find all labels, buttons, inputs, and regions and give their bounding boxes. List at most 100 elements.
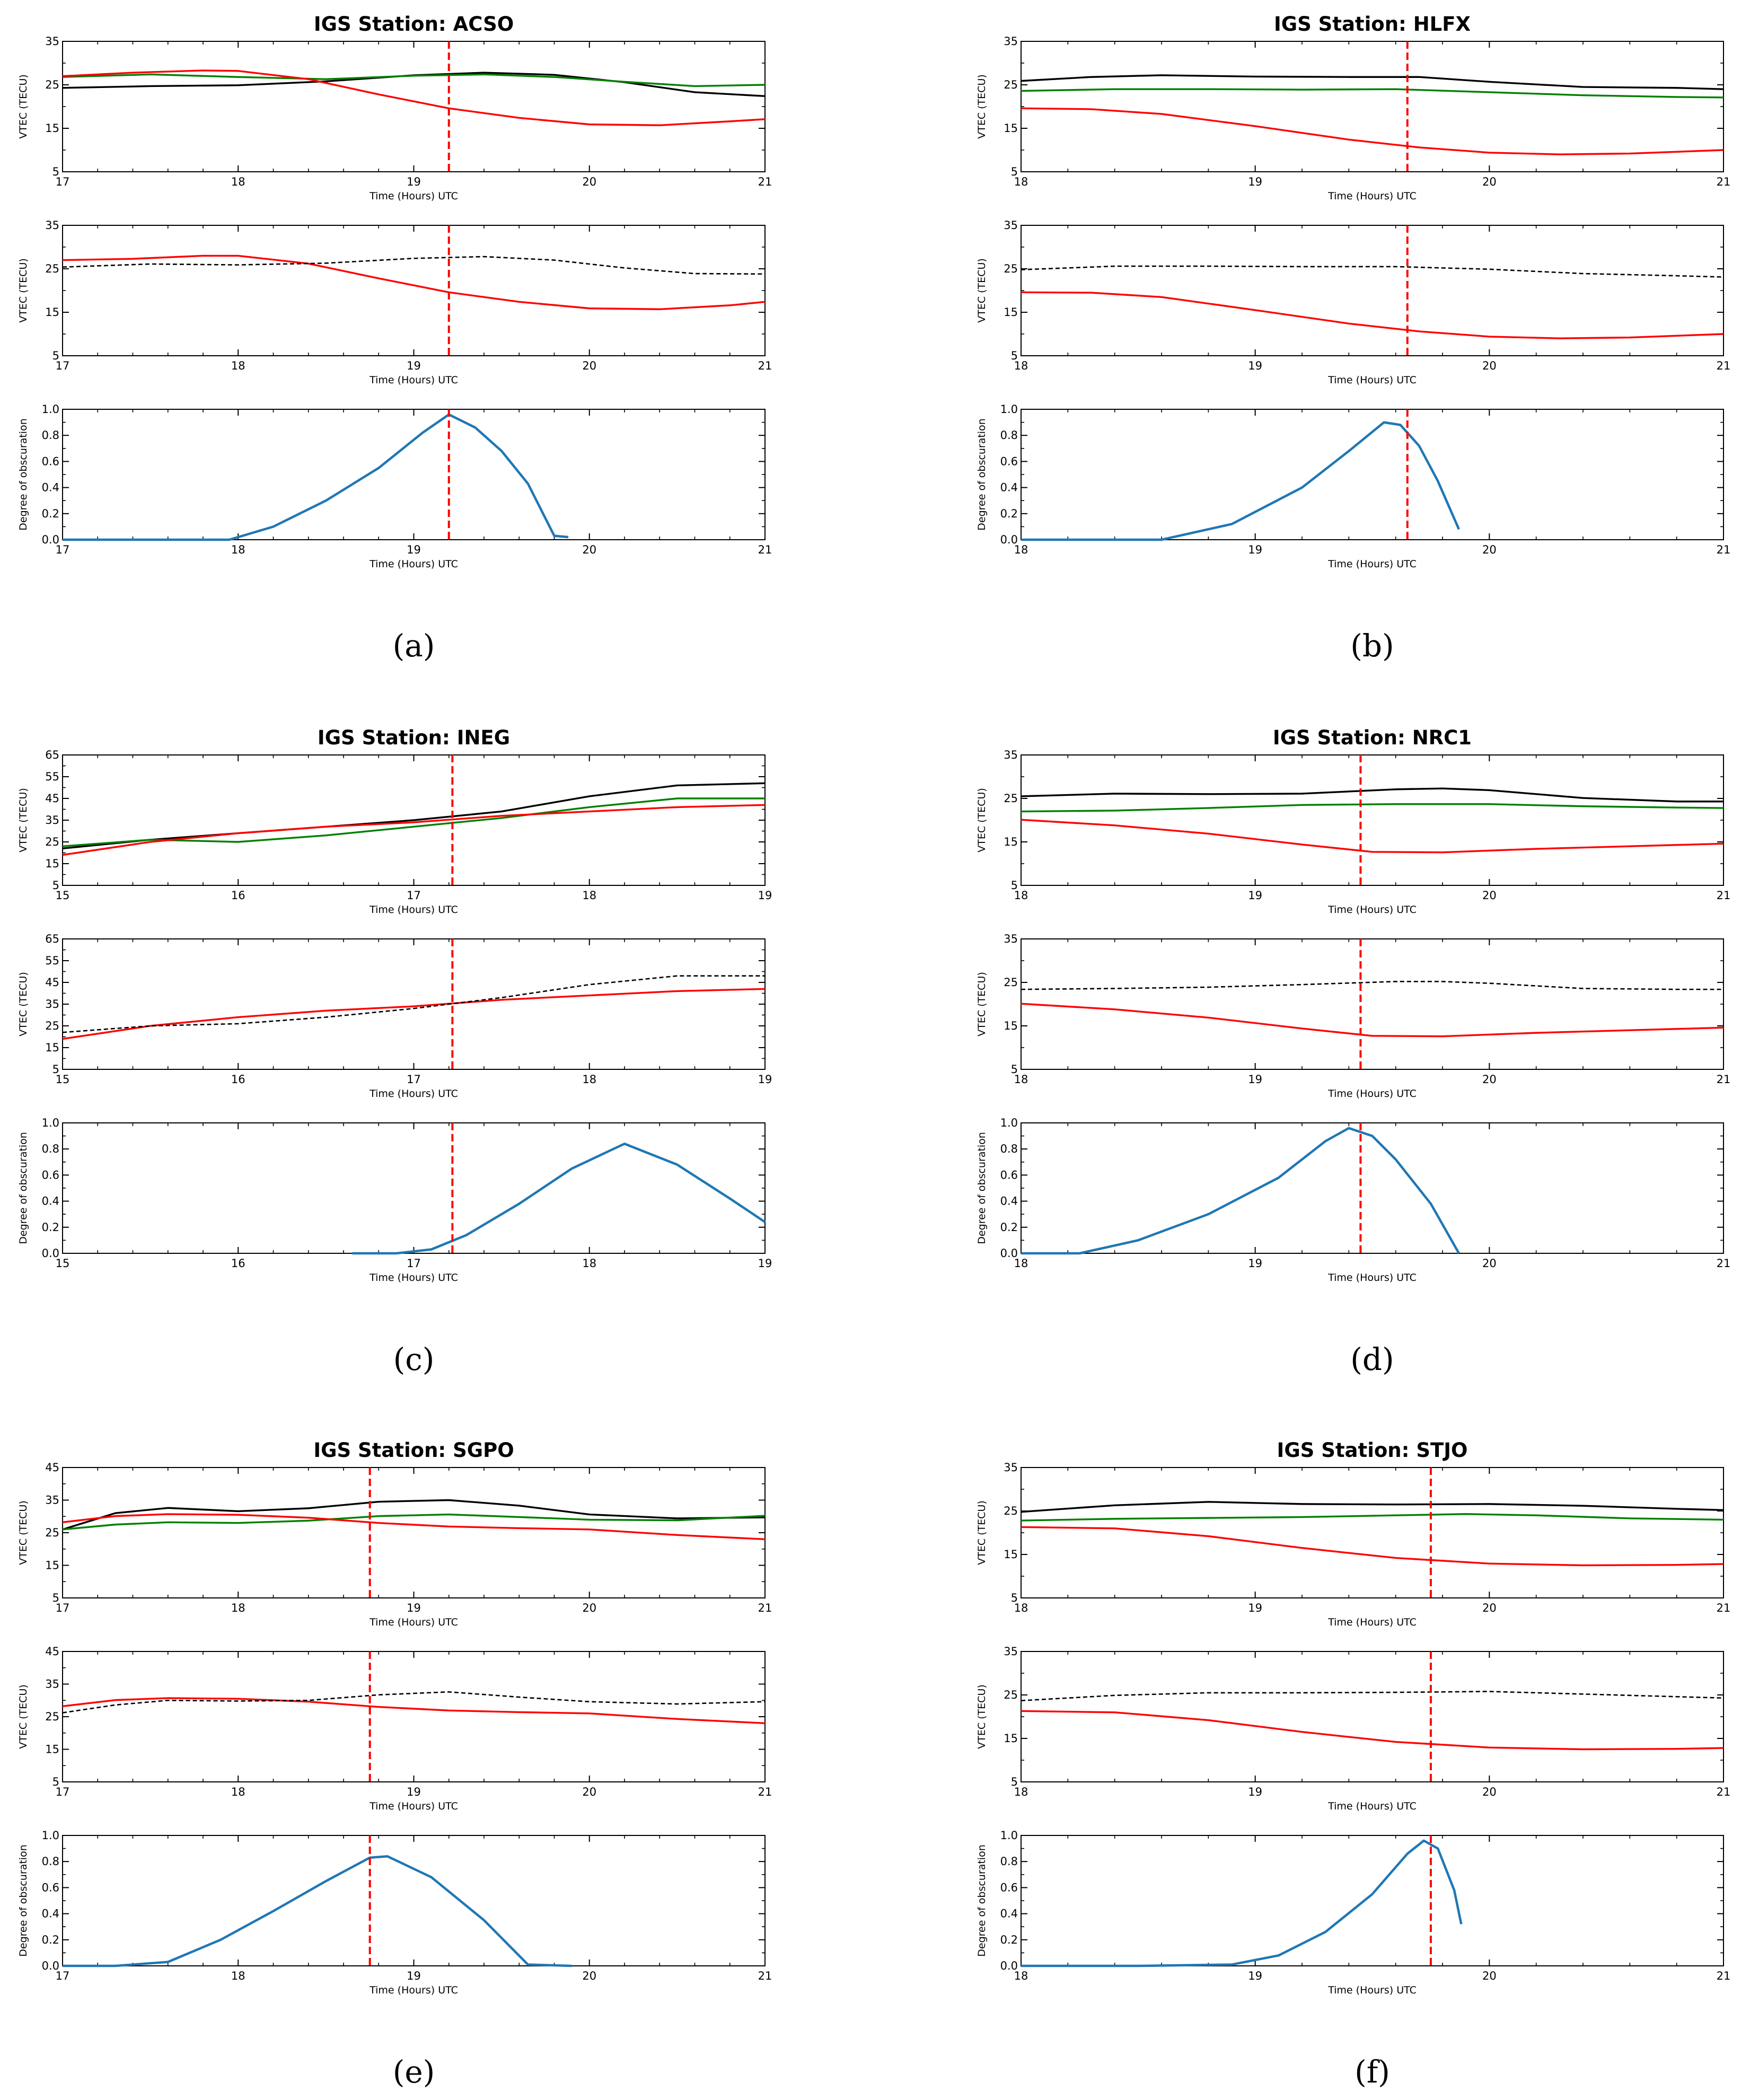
y-tick-label: 25 xyxy=(45,262,59,275)
subfigure-caption: (a) xyxy=(393,628,435,664)
x-tick-label: 18 xyxy=(1014,1602,1028,1614)
y-tick-label: 15 xyxy=(45,122,59,135)
obs-panel-e: 17 18 19 20 21 0.0 0.2 0.4 0.6 0.8 1.0 Time (Hours)… xyxy=(17,1829,772,1996)
obscuration-series-line xyxy=(1021,1127,1460,1255)
x-tick-label: 21 xyxy=(758,1602,772,1614)
plot-frame xyxy=(1021,41,1724,172)
y-tick-label: 5 xyxy=(52,165,59,178)
plot-frame xyxy=(62,41,766,172)
plot-frame xyxy=(62,938,766,1070)
x-tick-label: 20 xyxy=(1482,1602,1497,1614)
x-tick-label: 19 xyxy=(407,543,421,556)
y-tick-label: 0.6 xyxy=(42,1881,59,1894)
y-axis-label: VTEC (TECU) xyxy=(976,258,988,323)
plot-frame xyxy=(62,1651,766,1782)
plot-frame xyxy=(1021,1467,1724,1598)
y-tick-label: 0.0 xyxy=(42,1247,59,1260)
y-tick-label: 0.8 xyxy=(42,429,59,442)
x-tick-label: 20 xyxy=(1482,889,1497,902)
y-axis-label: VTEC (TECU) xyxy=(17,1500,29,1565)
series-line-reference xyxy=(1021,265,1724,278)
series-line-red xyxy=(1021,1526,1724,1567)
x-tick-label: 20 xyxy=(582,1970,596,1982)
y-tick-label: 25 xyxy=(45,836,59,848)
y-tick-label: 1.0 xyxy=(1000,1829,1018,1842)
y-tick-label: 0.4 xyxy=(1000,481,1018,494)
y-tick-label: 0.0 xyxy=(42,533,59,546)
series-line-reference xyxy=(1021,1691,1724,1701)
y-tick-label: 35 xyxy=(1004,933,1018,945)
x-tick-label: 16 xyxy=(231,1073,245,1086)
y-tick-label: 5 xyxy=(1011,349,1018,362)
x-tick-label: 20 xyxy=(582,543,596,556)
y-tick-label: 55 xyxy=(45,770,59,783)
x-tick-label: 18 xyxy=(582,889,596,902)
y-tick-label: 25 xyxy=(1004,78,1018,91)
series-line-red xyxy=(1021,819,1724,854)
obs-panel-f: 18 19 20 21 0.0 0.2 0.4 0.6 0.8 1.0 Time (Hours) U… xyxy=(976,1829,1730,1996)
x-tick-label: 17 xyxy=(56,1970,70,1982)
series-line-red xyxy=(62,988,766,1040)
y-tick-label: 0.4 xyxy=(42,1195,59,1208)
plot-frame xyxy=(62,225,766,356)
x-tick-label: 19 xyxy=(1248,1073,1262,1086)
y-tick-label: 35 xyxy=(1004,749,1018,761)
x-tick-label: 19 xyxy=(1248,1970,1262,1982)
y-tick-label: 35 xyxy=(1004,1645,1018,1658)
series-line-black xyxy=(62,72,766,98)
x-tick-label: 19 xyxy=(1248,359,1262,372)
x-axis-label: Time (Hours) UTC xyxy=(1327,1088,1417,1100)
x-tick-label: 18 xyxy=(231,359,245,372)
series-line-black xyxy=(1021,787,1723,803)
x-tick-label: 21 xyxy=(1717,175,1731,188)
x-tick-label: 20 xyxy=(1482,1257,1497,1270)
x-axis-label: Time (Hours) UTC xyxy=(369,1088,458,1100)
y-tick-label: 15 xyxy=(1004,1548,1018,1561)
y-tick-label: 5 xyxy=(1011,165,1018,178)
y-tick-label: 0.0 xyxy=(1000,1960,1018,1972)
y-axis-label: VTEC (TECU) xyxy=(976,1684,988,1749)
x-tick-label: 21 xyxy=(1717,1786,1731,1798)
y-tick-label: 5 xyxy=(52,1776,59,1788)
compare-panel-e: 17 18 19 20 21 5 15 25 35 45 Time (Hours) UTC VTEC … xyxy=(17,1645,772,1812)
chart-title: IGS Station: NRC1 xyxy=(1273,726,1472,749)
obscuration-series-line xyxy=(63,413,569,541)
y-tick-label: 1.0 xyxy=(1000,1117,1018,1129)
y-tick-label: 25 xyxy=(45,1020,59,1032)
plot-frame xyxy=(1021,938,1724,1070)
x-tick-label: 15 xyxy=(56,889,70,902)
x-tick-label: 18 xyxy=(1014,1073,1028,1086)
y-axis-label: VTEC (TECU) xyxy=(976,1500,988,1565)
y-tick-label: 35 xyxy=(45,1678,59,1691)
y-axis-label: VTEC (TECU) xyxy=(17,1684,29,1749)
series-line-red xyxy=(1021,291,1724,339)
y-tick-label: 0.6 xyxy=(1000,1168,1018,1181)
obscuration-series-line xyxy=(352,1143,766,1255)
chart-d: IGS Station: NRC1 18 19 20 21 5 15 25 35 Time (Ho… xyxy=(976,726,1730,1377)
y-tick-label: 0.0 xyxy=(1000,533,1018,546)
x-axis-label: Time (Hours) UTC xyxy=(1327,558,1417,570)
y-tick-label: 0.8 xyxy=(1000,429,1018,442)
series-line-red xyxy=(62,254,766,310)
series-line-black xyxy=(62,782,766,849)
y-tick-label: 25 xyxy=(1004,792,1018,805)
x-axis-label: Time (Hours) UTC xyxy=(369,904,458,916)
x-tick-label: 19 xyxy=(1248,543,1262,556)
x-tick-label: 15 xyxy=(56,1257,70,1270)
y-tick-label: 15 xyxy=(45,306,59,319)
series-line-red xyxy=(1021,107,1724,155)
chart-f: IGS Station: STJO 18 19 20 21 5 15 25 35 Time (Ho… xyxy=(976,1439,1730,2090)
y-tick-label: 15 xyxy=(45,1041,59,1054)
series-line-red xyxy=(1021,1710,1724,1751)
y-tick-label: 0.6 xyxy=(1000,1881,1018,1894)
chart-b: IGS Station: HLFX 18 19 20 21 5 15 25 35 Time (Ho… xyxy=(976,13,1730,664)
x-tick-label: 18 xyxy=(1014,889,1028,902)
series-line-red xyxy=(62,1697,766,1724)
chart-a: IGS Station: ACSO 17 18 19 20 21 5 15 25 35 Time (… xyxy=(17,13,772,664)
y-axis-label: VTEC (TECU) xyxy=(976,972,988,1036)
y-tick-label: 5 xyxy=(1011,1063,1018,1076)
y-tick-label: 0.2 xyxy=(42,1934,59,1946)
x-axis-label: Time (Hours) UTC xyxy=(369,1616,458,1628)
x-tick-label: 19 xyxy=(407,175,421,188)
